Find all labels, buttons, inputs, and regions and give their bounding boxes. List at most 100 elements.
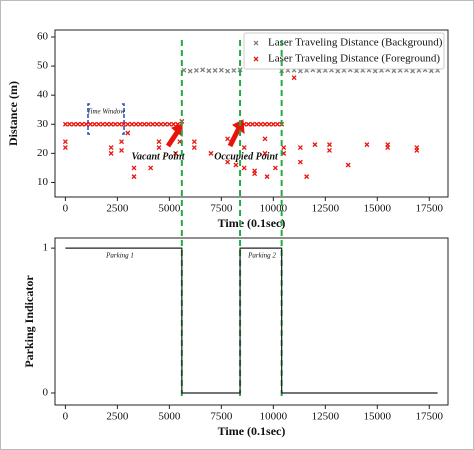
x-tick-label: 5000 [158, 203, 181, 215]
marker [108, 121, 114, 127]
marker [67, 121, 73, 127]
y-tick-label: 20 [37, 147, 49, 159]
plot-frame [54, 237, 449, 406]
marker [327, 147, 332, 153]
marker [166, 121, 172, 127]
marker [262, 150, 268, 156]
marker [275, 121, 280, 127]
marker [175, 121, 181, 127]
marker [327, 142, 332, 148]
y-tick-label: 1 [43, 242, 49, 254]
x-axis-title: Time (0.1sec) [218, 424, 286, 438]
time-window-brackets [87, 103, 125, 135]
marker [206, 68, 212, 74]
marker [156, 145, 162, 150]
marker [71, 121, 77, 127]
bracket-left [87, 103, 90, 135]
marker [233, 162, 239, 168]
marker [100, 121, 106, 127]
annotation: Parking 2 [247, 252, 276, 260]
legend-box [243, 32, 445, 70]
marker [187, 68, 193, 74]
annotation: Vacant Point [131, 151, 185, 162]
marker [237, 67, 243, 73]
marker [335, 68, 341, 74]
marker [62, 139, 68, 145]
marker [191, 139, 197, 145]
marker [208, 150, 214, 156]
marker [193, 67, 199, 73]
marker [108, 150, 114, 156]
marker [173, 150, 179, 156]
y-tick-label: 10 [37, 176, 49, 188]
marker [171, 121, 176, 127]
series [62, 75, 420, 180]
y-tick-label: 50 [37, 60, 49, 72]
marker [252, 171, 258, 177]
x-axis-title: Time (0.1sec) [218, 216, 286, 230]
marker [410, 68, 416, 74]
marker [131, 174, 137, 180]
marker [62, 145, 68, 150]
marker [258, 121, 264, 127]
x-tick-label: 10000 [260, 411, 288, 423]
marker [117, 121, 122, 127]
arrow-vacant [165, 129, 181, 148]
y-tick-label: 30 [37, 118, 49, 130]
marker [141, 121, 147, 127]
x-tick-label: 15000 [364, 203, 392, 215]
marker [191, 145, 197, 150]
marker [96, 121, 102, 127]
marker [148, 165, 154, 171]
marker [108, 145, 114, 150]
bracket-right [122, 103, 125, 135]
marker [254, 121, 260, 127]
marker [250, 121, 255, 127]
marker [266, 121, 272, 127]
marker [253, 56, 259, 62]
plot-frame [54, 29, 449, 198]
marker [150, 121, 156, 127]
marker [218, 67, 224, 73]
x-tick-label: 0 [63, 411, 69, 423]
y-tick-label: 60 [37, 31, 49, 43]
marker [200, 67, 206, 73]
x-tick-label: 7500 [210, 203, 233, 215]
marker [372, 68, 378, 74]
marker [225, 159, 231, 165]
y-axis-title: Parking Indicator [22, 275, 36, 368]
marker [154, 121, 160, 127]
marker [225, 136, 231, 142]
marker [133, 121, 139, 127]
marker [131, 165, 137, 171]
marker [304, 174, 310, 180]
marker [262, 136, 268, 142]
y-tick-label: 0 [43, 387, 49, 399]
marker [414, 147, 420, 153]
x-tick-label: 7500 [210, 411, 233, 423]
marker [79, 121, 85, 127]
legend-label: Laser Traveling Distance (Background) [268, 37, 443, 49]
marker [312, 142, 318, 148]
marker [262, 121, 268, 127]
x-tick-label: 2500 [106, 203, 129, 215]
x-tick-label: 17500 [416, 203, 444, 215]
marker [245, 121, 251, 127]
annotation: Occupied Point [214, 151, 279, 162]
marker [364, 142, 370, 148]
marker [92, 121, 97, 127]
annotation: Time Window [87, 108, 125, 116]
marker [62, 121, 68, 127]
marker [125, 130, 131, 136]
marker [241, 121, 247, 127]
marker [272, 165, 278, 171]
x-tick-label: 12500 [312, 203, 340, 215]
marker [137, 121, 143, 127]
x-tick-label: 12500 [312, 411, 340, 423]
marker [119, 139, 124, 145]
arrow-occupied [227, 126, 242, 148]
marker [83, 121, 89, 127]
marker [241, 145, 247, 150]
